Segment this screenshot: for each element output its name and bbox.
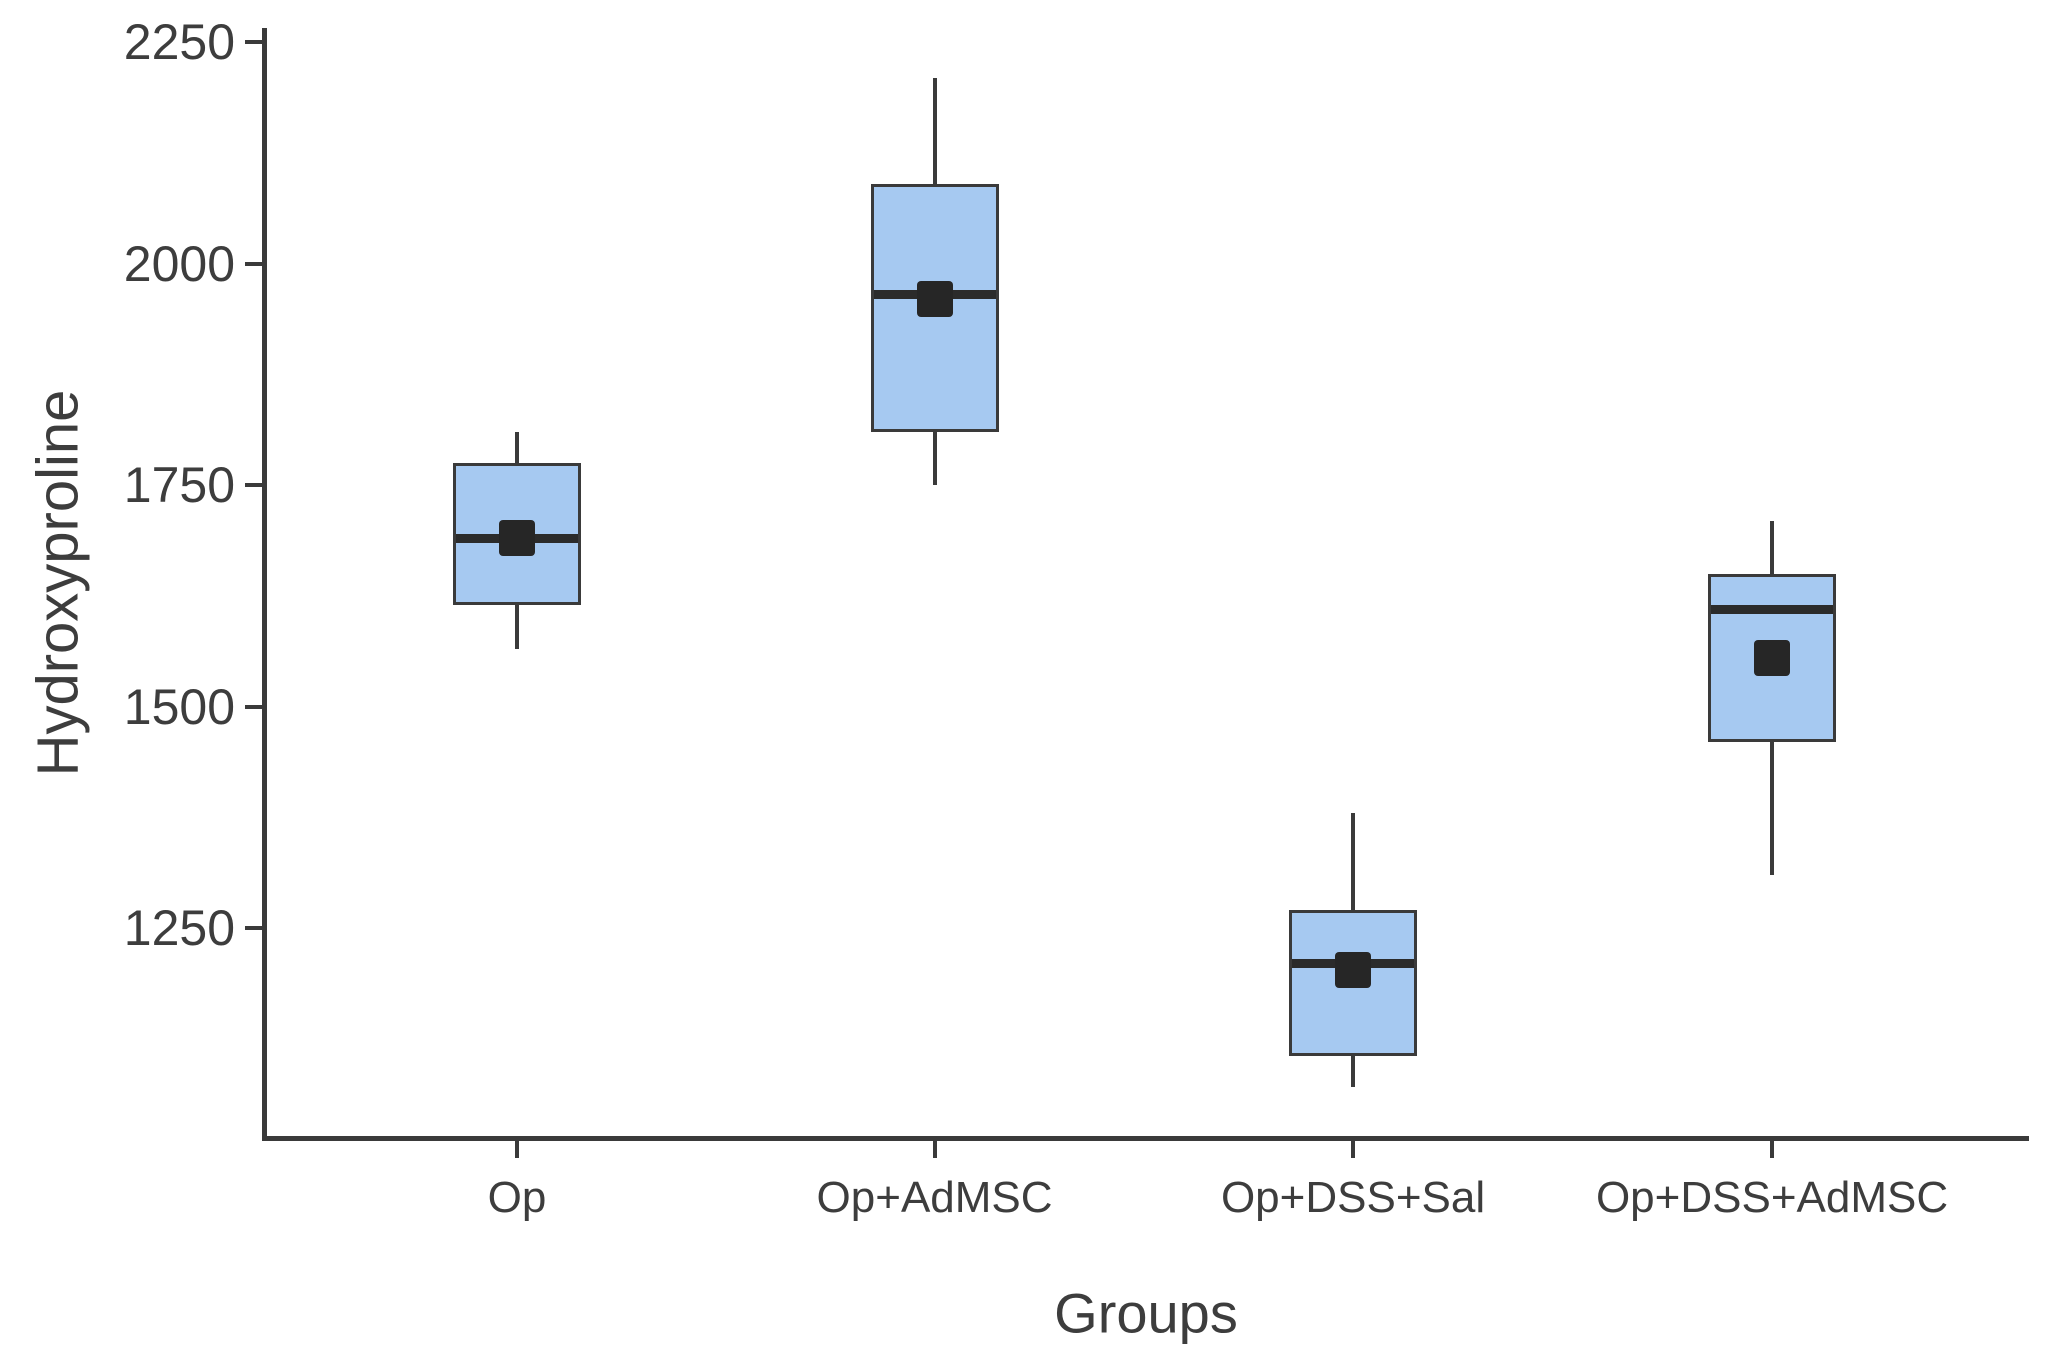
x-tick xyxy=(1351,1140,1356,1158)
y-tick-label: 1250 xyxy=(123,900,235,957)
y-tick xyxy=(245,483,263,488)
y-tick-label: 1750 xyxy=(123,457,235,514)
x-tick xyxy=(1770,1140,1775,1158)
x-tick-label-op: Op xyxy=(487,1173,547,1222)
median-line-op-dss-admsc xyxy=(1711,604,1834,614)
y-tick-label: 2250 xyxy=(123,14,235,71)
y-tick xyxy=(245,704,263,709)
x-tick-label-op-dss-sal: Op+DSS+Sal xyxy=(1220,1173,1486,1222)
y-tick-label: 1500 xyxy=(123,678,235,735)
x-tick-label-op-admsc: Op+AdMSC xyxy=(816,1173,1053,1222)
mean-marker-op-admsc xyxy=(916,281,953,318)
y-tick xyxy=(245,40,263,45)
x-axis-line xyxy=(262,1136,2029,1141)
y-axis-line xyxy=(262,28,267,1141)
x-tick xyxy=(932,1140,937,1158)
mean-marker-op xyxy=(498,520,535,557)
y-tick xyxy=(245,261,263,266)
y-tick xyxy=(245,926,263,931)
x-tick xyxy=(514,1140,519,1158)
mean-marker-op-dss-admsc xyxy=(1754,639,1791,676)
x-axis-title: Groups xyxy=(1054,1281,1238,1345)
x-tick-label-op-dss-admsc: Op+DSS+AdMSC xyxy=(1595,1173,1949,1222)
y-tick-label: 2000 xyxy=(123,235,235,292)
mean-marker-op-dss-sal xyxy=(1335,951,1372,988)
